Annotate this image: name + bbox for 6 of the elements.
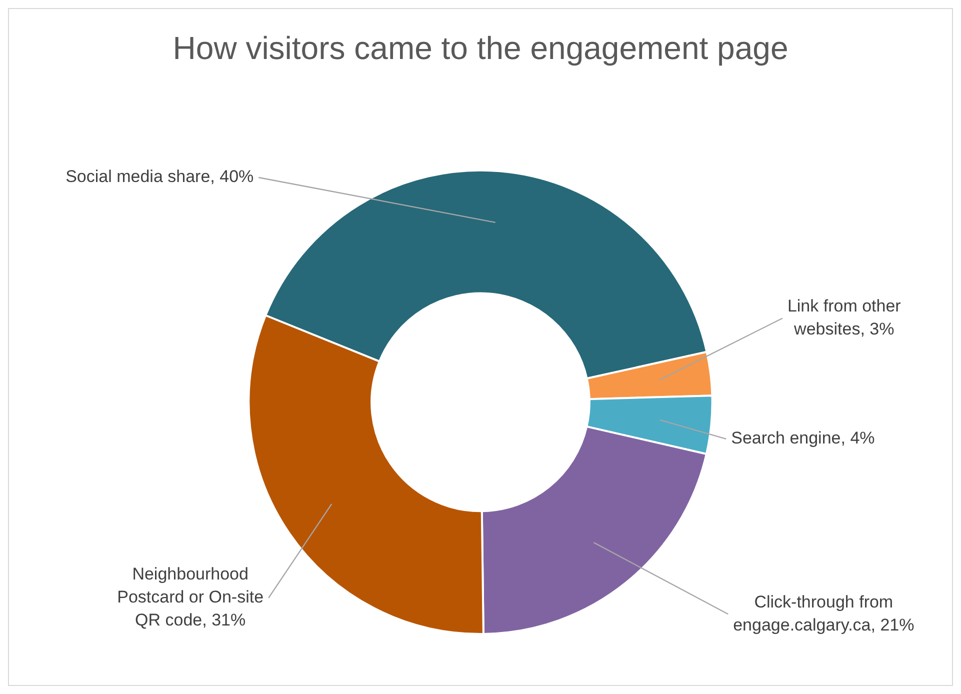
slice-label: Link from other websites, 3% <box>787 296 902 338</box>
slice-label: Social media share, 40% <box>66 167 254 186</box>
slice-label: Search engine, 4% <box>731 428 875 448</box>
slice-label: Click-through from engage.calgary.ca, 21% <box>733 592 914 634</box>
slice-label: Neighbourhood Postcard or On-site QR code, 31% <box>117 564 264 630</box>
chart-title: How visitors came to the engagement page <box>172 30 788 66</box>
